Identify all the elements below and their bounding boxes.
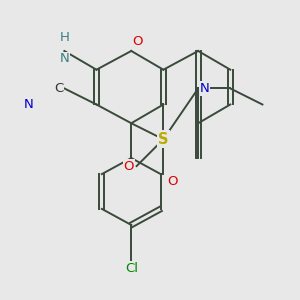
Text: H: H xyxy=(59,31,69,44)
Text: O: O xyxy=(123,160,134,172)
Text: N: N xyxy=(200,82,209,95)
Text: O: O xyxy=(167,176,178,188)
Text: N: N xyxy=(59,52,69,65)
Text: O: O xyxy=(133,35,143,48)
Text: C: C xyxy=(54,82,63,95)
Text: S: S xyxy=(158,132,169,147)
Text: Cl: Cl xyxy=(125,262,138,275)
Text: N: N xyxy=(24,98,34,111)
